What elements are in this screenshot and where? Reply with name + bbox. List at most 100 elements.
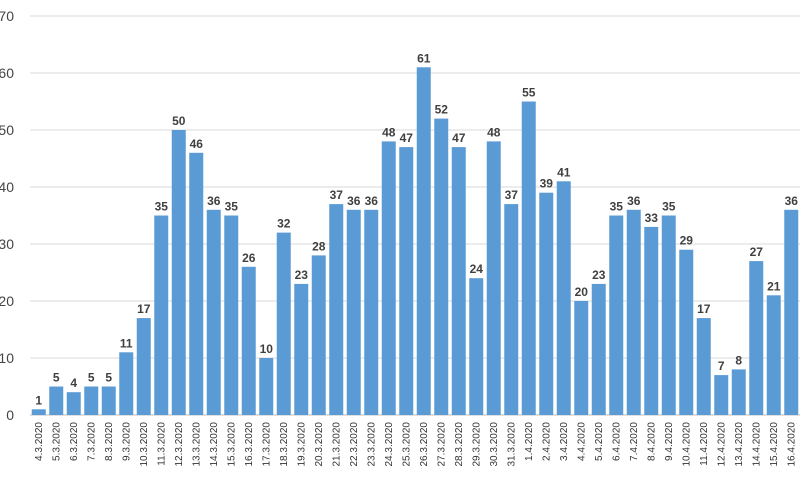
bar [731, 369, 746, 415]
y-tick-label: 70 [0, 8, 14, 24]
data-label: 36 [347, 194, 361, 208]
data-label: 29 [680, 234, 694, 248]
data-label: 39 [540, 177, 554, 191]
bar [294, 283, 309, 415]
x-tick-label: 6.3.2020 [69, 422, 80, 461]
x-tick-label: 24.3.2020 [384, 422, 395, 467]
bar [154, 215, 169, 415]
x-tick-label: 10.4.2020 [681, 422, 692, 467]
bar [521, 101, 536, 415]
data-label: 47 [452, 131, 466, 145]
x-tick-label: 13.3.2020 [191, 422, 202, 467]
x-tick-label: 1.4.2020 [524, 422, 535, 461]
x-tick-label: 5.3.2020 [51, 422, 62, 461]
bar [469, 278, 484, 415]
data-label: 48 [487, 125, 501, 139]
data-label: 5 [53, 371, 60, 385]
x-tick-label: 7.4.2020 [629, 422, 640, 461]
x-tick-label: 14.4.2020 [751, 422, 762, 467]
bar [486, 141, 501, 415]
x-tick-label: 25.3.2020 [401, 422, 412, 467]
bar [399, 147, 414, 415]
data-label: 8 [735, 353, 742, 367]
data-label: 55 [522, 86, 536, 100]
y-tick-label: 40 [0, 179, 14, 195]
data-label: 61 [417, 51, 431, 65]
data-label: 41 [557, 165, 571, 179]
data-label: 28 [312, 239, 326, 253]
x-tick-label: 9.4.2020 [664, 422, 675, 461]
bar [714, 375, 729, 415]
y-tick-label: 10 [0, 350, 14, 366]
x-tick-label: 20.3.2020 [314, 422, 325, 467]
data-label: 36 [627, 194, 641, 208]
bar [574, 301, 589, 415]
x-tick-label: 7.3.2020 [86, 422, 97, 461]
x-tick-label: 11.4.2020 [699, 422, 710, 466]
data-label: 26 [242, 251, 256, 265]
y-tick-label: 20 [0, 293, 14, 309]
bar [626, 209, 641, 415]
bar [136, 318, 151, 415]
x-tick-label: 17.3.2020 [261, 422, 272, 467]
x-tick-label: 23.3.2020 [366, 422, 377, 467]
data-label: 50 [172, 114, 186, 128]
x-tick-label: 18.3.2020 [279, 422, 290, 467]
x-tick-label: 30.3.2020 [489, 422, 500, 467]
bar [766, 295, 781, 415]
y-axis-ticks: 0 10 20 30 40 50 60 70 [0, 8, 14, 423]
bar [644, 226, 659, 415]
bar [434, 118, 449, 415]
bar [364, 209, 379, 415]
data-label: 52 [435, 103, 449, 117]
x-tick-label: 29.3.2020 [471, 422, 482, 467]
data-label: 48 [382, 125, 396, 139]
bar [189, 152, 204, 416]
x-tick-label: 21.3.2020 [331, 422, 342, 467]
x-tick-label: 16.4.2020 [786, 422, 797, 467]
y-tick-label: 60 [0, 65, 14, 81]
bar [346, 209, 361, 415]
data-label: 37 [330, 188, 344, 202]
bar [539, 192, 554, 415]
bar [31, 409, 46, 415]
x-tick-label: 5.4.2020 [594, 422, 605, 461]
bar [504, 204, 519, 415]
x-tick-label: 22.3.2020 [349, 422, 360, 467]
x-tick-label: 10.3.2020 [139, 422, 150, 467]
bar [276, 232, 291, 415]
bar [66, 392, 81, 415]
data-label: 35 [610, 200, 624, 214]
x-tick-label: 4.4.2020 [576, 422, 587, 461]
data-label: 36 [785, 194, 799, 208]
bars [31, 67, 799, 416]
data-label: 24 [470, 262, 484, 276]
data-label: 5 [88, 371, 95, 385]
x-tick-label: 16.3.2020 [244, 422, 255, 467]
y-tick-label: 0 [6, 407, 14, 423]
bar [224, 215, 239, 415]
x-tick-label: 31.3.2020 [506, 422, 517, 467]
bar [241, 266, 256, 415]
x-tick-label: 8.3.2020 [104, 422, 115, 461]
bar [556, 181, 571, 415]
x-tick-label: 19.3.2020 [296, 422, 307, 467]
data-label: 46 [190, 137, 204, 151]
data-label: 33 [645, 211, 659, 225]
x-tick-label: 28.3.2020 [454, 422, 465, 467]
bar [119, 352, 134, 415]
x-tick-label: 14.3.2020 [209, 422, 220, 467]
data-label: 23 [592, 268, 606, 282]
x-tick-label: 6.4.2020 [611, 422, 622, 461]
data-label: 17 [137, 302, 151, 316]
bar [84, 386, 99, 415]
y-tick-label: 30 [0, 236, 14, 252]
x-tick-label: 2.4.2020 [541, 422, 552, 461]
x-tick-label: 9.3.2020 [121, 422, 132, 461]
y-tick-label: 50 [0, 122, 14, 138]
x-tick-label: 13.4.2020 [734, 422, 745, 467]
data-label: 35 [155, 200, 169, 214]
